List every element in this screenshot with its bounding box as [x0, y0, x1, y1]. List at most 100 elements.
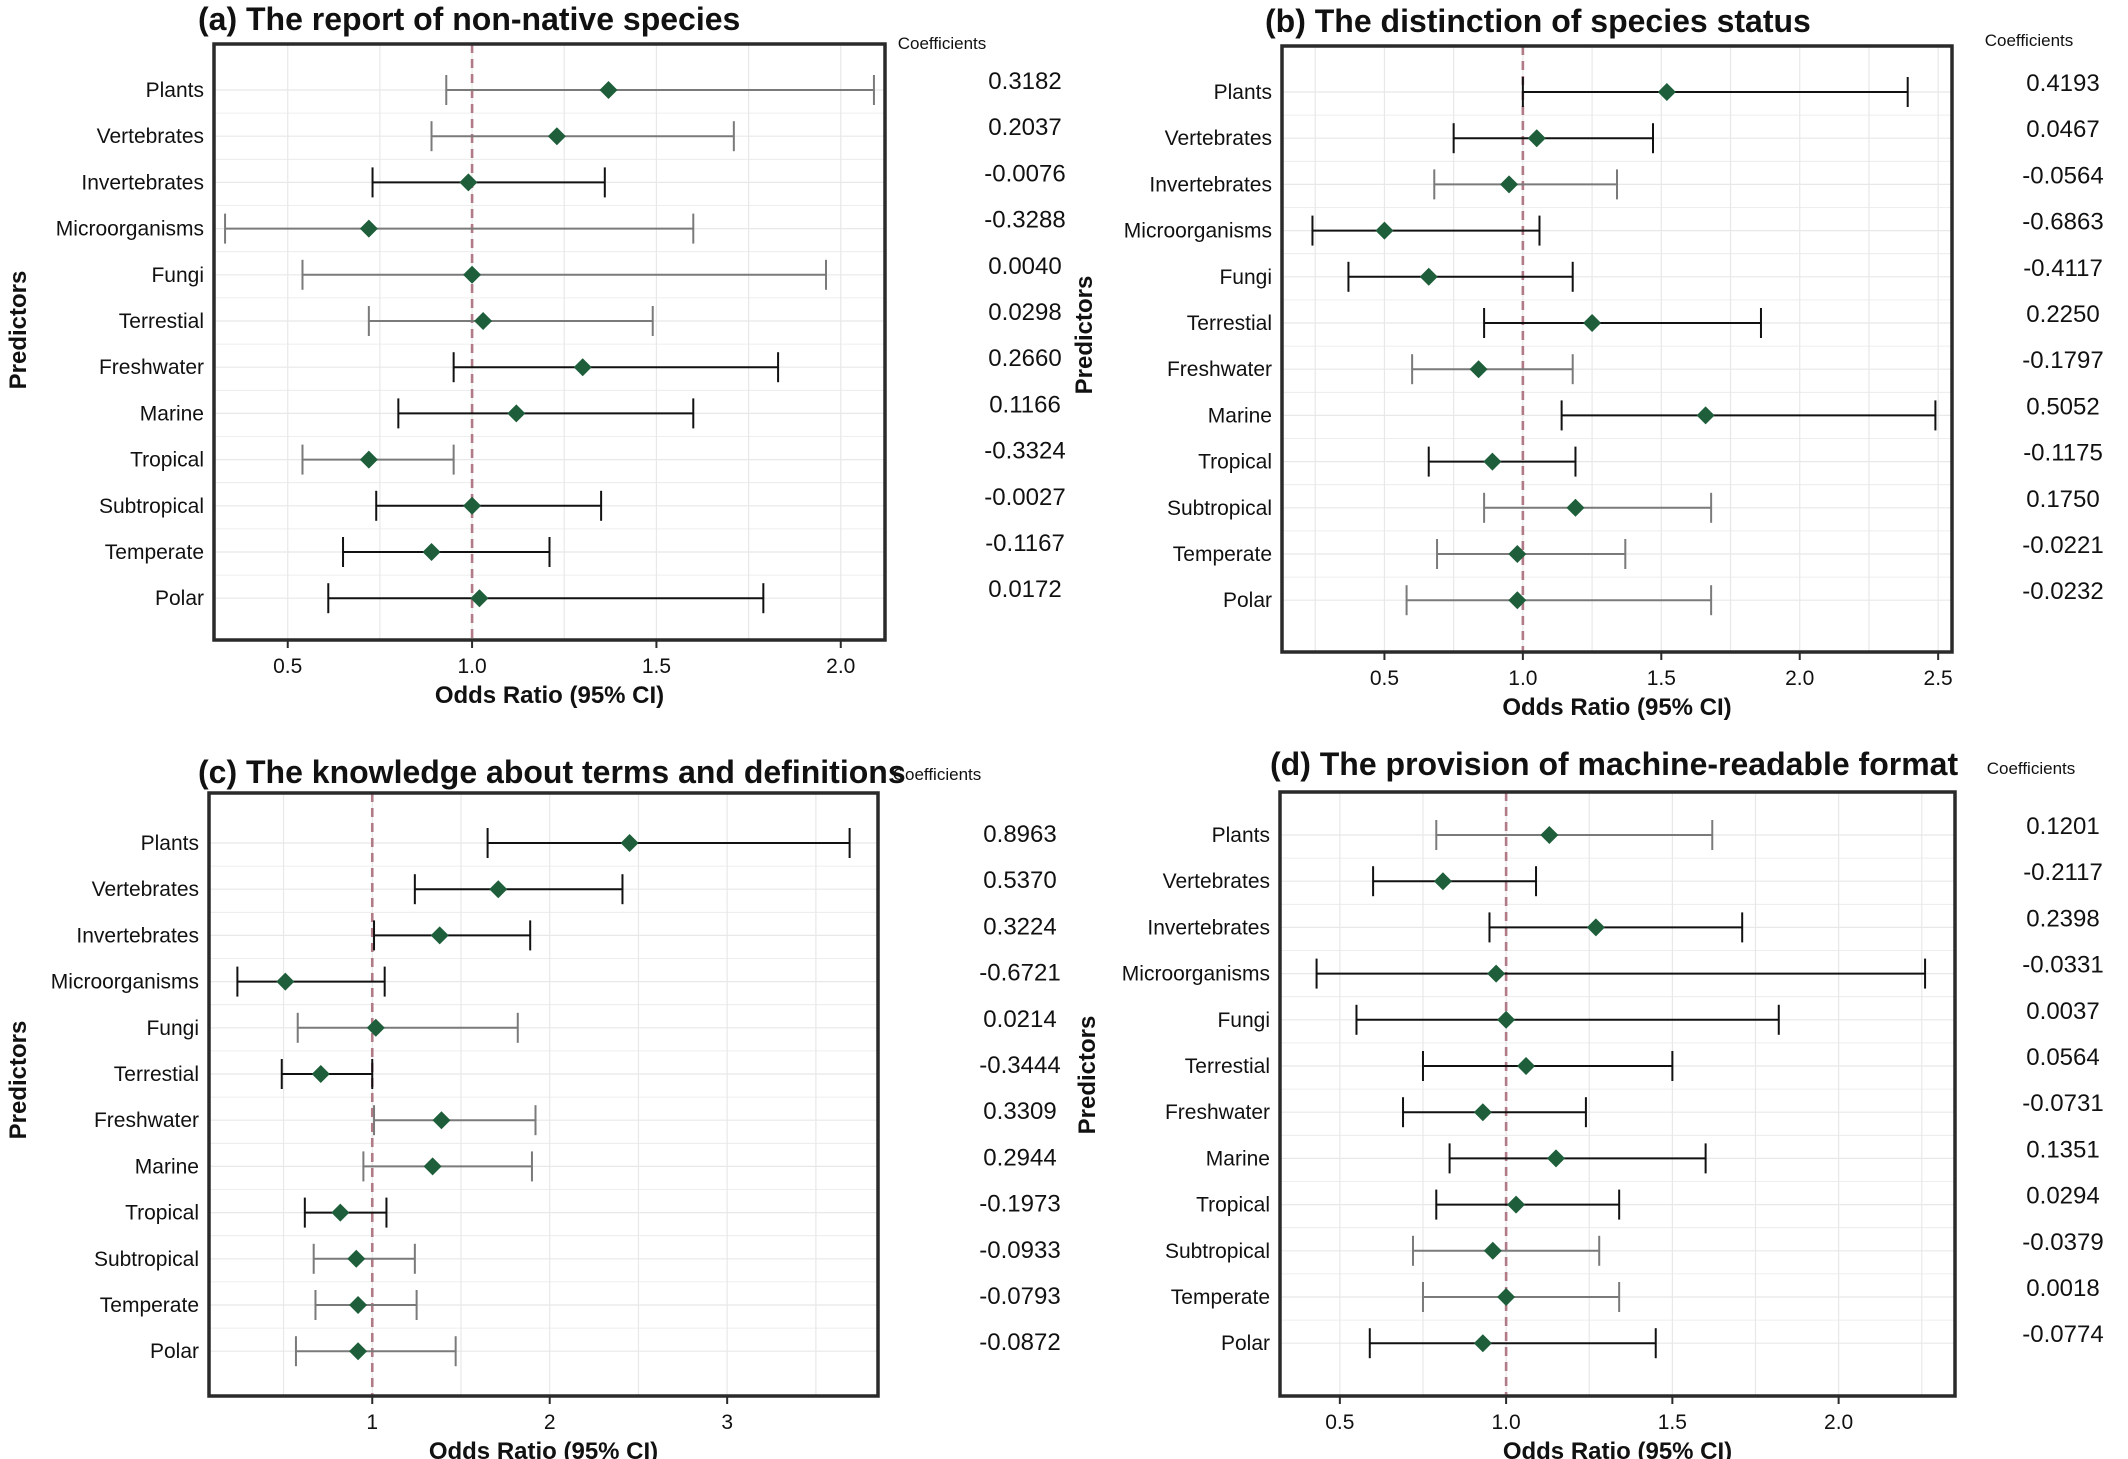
x-tick-label: 0.5 [1325, 1411, 1354, 1434]
panel-title: (b) The distinction of species status [1265, 3, 1811, 39]
coefficient-value: 0.0294 [2026, 1183, 2099, 1210]
predictor-label: Freshwater [1165, 1101, 1270, 1124]
x-tick-label: 1.5 [1658, 1411, 1687, 1434]
predictor-label: Microorganisms [1122, 963, 1270, 986]
coefficient-value: -0.1797 [2022, 347, 2103, 374]
coefficient-value: -0.3324 [984, 438, 1065, 465]
coefficient-value: 0.2660 [988, 345, 1061, 372]
panel-b: (b) The distinction of species status Coe… [1071, 3, 2104, 721]
forest-row: Terrestial -0.3444 [114, 1052, 1061, 1089]
odds-ratio-point [474, 312, 493, 330]
coefficient-value: -0.0379 [2022, 1229, 2103, 1256]
coefficients-header: Coefficients [898, 34, 987, 53]
grid [1280, 792, 1955, 1396]
coefficient-value: -0.3444 [979, 1052, 1060, 1079]
coefficient-value: -0.4117 [2023, 255, 2103, 282]
coefficient-value: -0.0027 [984, 484, 1065, 511]
odds-ratio-point [1500, 175, 1519, 194]
forest-row: Freshwater -0.0731 [1165, 1090, 2104, 1128]
coefficient-value: 0.2944 [983, 1144, 1056, 1171]
coefficient-value: 0.2398 [2026, 905, 2099, 932]
x-axis-label: Odds Ratio (95% CI) [1502, 694, 1731, 721]
forest-row: Microorganisms -0.6721 [51, 960, 1061, 997]
predictor-label: Plants [1212, 824, 1270, 847]
odds-ratio-point [1433, 872, 1452, 891]
coefficient-value: 0.0467 [2026, 116, 2099, 143]
odds-ratio-point [1483, 452, 1502, 471]
predictor-label: Tropical [125, 1202, 199, 1225]
forest-row: Freshwater 0.3309 [94, 1098, 1057, 1136]
x-tick-label: 0.5 [273, 655, 302, 678]
x-tick-label: 2 [544, 1411, 556, 1434]
odds-ratio-point [1583, 314, 1602, 332]
odds-ratio-point [1497, 1010, 1516, 1029]
predictor-label: Marine [1208, 404, 1272, 427]
forest-row: Invertebrates -0.0076 [81, 160, 1066, 198]
coefficient-value: -0.0564 [2022, 162, 2103, 189]
predictor-label: Freshwater [94, 1109, 199, 1132]
coefficients-header: Coefficients [1987, 759, 2076, 778]
coefficient-value: 0.0037 [2026, 998, 2099, 1025]
odds-ratio-point [1508, 545, 1527, 563]
predictor-label: Vertebrates [1163, 870, 1270, 893]
predictor-label: Tropical [130, 449, 204, 472]
forest-row: Terrestial 0.0564 [1185, 1044, 2100, 1081]
coefficient-value: 0.1201 [2026, 813, 2099, 840]
forest-row: Temperate -0.0221 [1173, 532, 2104, 569]
forest-row: Microorganisms -0.6863 [1124, 209, 2104, 246]
predictor-label: Fungi [146, 1017, 199, 1040]
forest-row: Invertebrates -0.0564 [1149, 162, 2104, 200]
predictor-label: Marine [140, 402, 204, 425]
forest-row: Fungi -0.4117 [1219, 255, 2103, 292]
coefficient-value: 0.3224 [983, 913, 1056, 940]
forest-row: Plants 0.4193 [1214, 70, 2100, 107]
plot-border [1280, 44, 1954, 654]
forest-row: Plants 0.3182 [146, 68, 1062, 105]
x-tick-label: 1.0 [457, 655, 486, 678]
plot-border [212, 42, 887, 642]
forest-row: Temperate -0.1167 [105, 530, 1065, 567]
coefficient-value: -0.0933 [979, 1237, 1060, 1264]
predictor-label: Microorganisms [56, 218, 204, 241]
odds-ratio-point [1517, 1057, 1536, 1075]
forest-row: Vertebrates 0.0467 [1165, 116, 2100, 154]
coefficient-value: -0.0232 [2022, 578, 2103, 605]
odds-ratio-point [620, 834, 639, 852]
forest-row: Subtropical -0.0379 [1165, 1229, 2104, 1266]
plot-border [1278, 790, 1957, 1398]
predictor-label: Plants [141, 832, 199, 855]
coefficient-value: -0.6721 [979, 960, 1060, 987]
coefficient-value: 0.0298 [988, 299, 1061, 326]
forest-row: Polar 0.0172 [155, 576, 1062, 614]
panel-a: (a) The report of non-native species Coef… [5, 1, 1066, 709]
coefficient-value: 0.1351 [2026, 1136, 2099, 1163]
odds-ratio-point [1540, 826, 1559, 844]
predictor-label: Vertebrates [92, 878, 199, 901]
coefficient-value: 0.1750 [2026, 486, 2099, 513]
predictor-label: Invertebrates [81, 171, 204, 194]
predictor-label: Terrestial [1185, 1055, 1270, 1078]
odds-ratio-point [1487, 964, 1506, 983]
predictor-label: Subtropical [99, 495, 204, 518]
odds-ratio-point [1483, 1241, 1502, 1260]
coefficient-value: -0.0076 [984, 160, 1065, 187]
forest-row: Subtropical 0.1750 [1167, 486, 2100, 523]
predictor-label: Tropical [1196, 1194, 1270, 1217]
predictor-label: Terrestial [114, 1063, 199, 1086]
odds-ratio-point [1657, 83, 1676, 101]
predictor-label: Microorganisms [1124, 220, 1272, 243]
forest-row: Vertebrates 0.5370 [92, 867, 1057, 905]
predictor-label: Temperate [1173, 543, 1272, 566]
y-axis-label: Predictors [1074, 1016, 1101, 1135]
odds-ratio-point [489, 880, 508, 899]
odds-ratio-point [359, 219, 378, 238]
coefficient-value: 0.5370 [983, 867, 1056, 894]
forest-row: Marine 0.2944 [135, 1144, 1057, 1182]
forest-row: Freshwater 0.2660 [99, 345, 1062, 383]
coefficient-value: 0.1166 [989, 391, 1061, 418]
odds-ratio-point [1546, 1149, 1565, 1168]
coefficient-value: -0.0731 [2022, 1090, 2103, 1117]
predictor-label: Invertebrates [1149, 173, 1272, 196]
forest-row: Marine 0.1166 [140, 391, 1061, 429]
